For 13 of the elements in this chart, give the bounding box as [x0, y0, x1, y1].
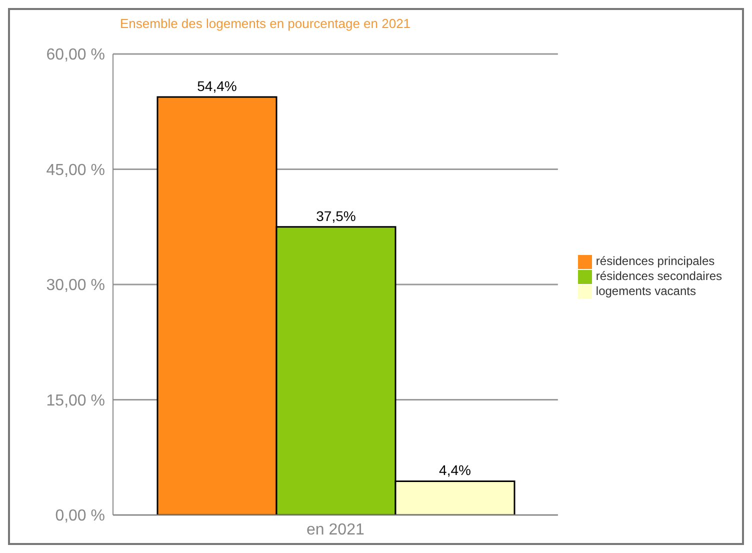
y-tick-label: 0,00 %	[55, 508, 105, 525]
data-label: 37,5%	[316, 208, 356, 224]
x-tick-label: en 2021	[306, 521, 364, 538]
data-label: 4,4%	[439, 462, 471, 478]
y-tick-label: 30,00 %	[46, 277, 105, 294]
y-tick-label: 15,00 %	[46, 392, 105, 410]
legend-label: résidences secondaires	[596, 269, 722, 284]
legend-label: résidences principales	[596, 254, 715, 268]
y-tick-label: 45,00 %	[46, 162, 105, 179]
chart-title: Ensemble des logements en pourcentage en 2021	[120, 16, 411, 31]
legend-label: logements vacants	[596, 284, 696, 298]
y-tick-label: 60,00 %	[46, 46, 105, 64]
data-label: 54,4%	[197, 78, 237, 94]
